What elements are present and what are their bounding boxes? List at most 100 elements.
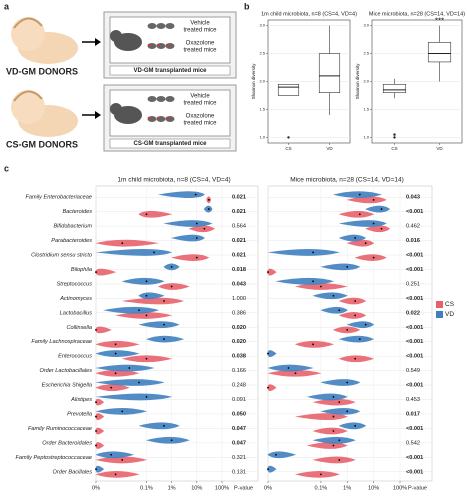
baby-head: [11, 17, 45, 51]
p-value: 0.021: [232, 195, 246, 201]
x-tick-label: 100%: [393, 485, 407, 491]
x-tick-label: 100%: [215, 485, 229, 491]
median-dot: [338, 459, 341, 461]
p-value: <0.001: [406, 354, 423, 360]
p-value: 0.453: [406, 397, 420, 403]
median-dot: [332, 430, 335, 432]
violin: [312, 398, 356, 406]
median-dot: [364, 242, 367, 245]
median-dot: [338, 309, 341, 312]
median-dot: [163, 424, 165, 427]
violin: [95, 249, 173, 256]
category-label: Streptococcus: [57, 281, 93, 287]
violin: [365, 225, 391, 233]
mouse: [156, 96, 166, 102]
p-value: 0.462: [406, 224, 420, 230]
p-value: <0.001: [406, 296, 423, 302]
p-value: 0.016: [406, 238, 420, 244]
violin: [145, 436, 190, 444]
median-dot: [372, 222, 375, 225]
x-tick-label: CS: [285, 146, 291, 151]
median-dot: [267, 468, 269, 471]
violin: [95, 384, 130, 392]
treatment-label: Oxazolone: [186, 114, 215, 120]
x-tick-label: 1%: [168, 485, 176, 491]
x-tick-label: 0%: [92, 485, 100, 491]
violin: [95, 326, 112, 334]
median-dot: [194, 193, 197, 196]
mark: [147, 43, 151, 47]
category-label: Order Bacillales: [53, 469, 93, 475]
median-dot: [346, 381, 349, 384]
arrow-head: [95, 38, 101, 46]
x-tick-label: 0.1%: [315, 485, 328, 491]
x-tick-label: 10%: [368, 485, 379, 491]
median-dot: [267, 386, 269, 389]
y-tick-label: 2.0: [259, 79, 265, 84]
median-dot: [145, 280, 148, 283]
x-tick-label: CS: [391, 146, 397, 151]
median-dot: [267, 352, 269, 355]
median-dot: [312, 280, 314, 283]
x-tick-label: 0%: [264, 485, 272, 491]
violin: [312, 292, 348, 300]
p-value: 0.043: [406, 195, 420, 201]
violin: [320, 306, 348, 314]
median-dot: [354, 300, 357, 302]
median-dot: [170, 439, 173, 442]
p-value: 0.251: [406, 281, 420, 287]
treatment-label: treated mice: [183, 28, 217, 34]
category-label: Family Enterobacteriaceae: [25, 195, 92, 201]
violin: [95, 442, 105, 449]
p-value: 0.542: [406, 440, 420, 446]
violin: [267, 465, 277, 473]
median-dot: [145, 213, 148, 216]
violin: [320, 407, 361, 415]
violin: [346, 321, 375, 329]
donor-label: CS-GM DONORS: [6, 139, 78, 149]
box: [277, 83, 300, 96]
median-dot: [95, 271, 97, 273]
p-value: 0.166: [232, 368, 246, 374]
median-dot: [138, 381, 140, 384]
mouse: [147, 96, 157, 102]
median-dot: [95, 468, 97, 471]
violin: [338, 210, 375, 218]
legend-label: CS: [445, 301, 455, 308]
median-dot: [121, 459, 124, 461]
median-dot: [153, 251, 155, 254]
median-dot: [346, 265, 349, 268]
mark: [156, 43, 160, 47]
median-dot: [332, 396, 335, 398]
box: [382, 83, 407, 93]
legend-swatch: [436, 301, 443, 308]
violin: [138, 210, 173, 218]
mouse: [156, 23, 166, 29]
significance: ***: [435, 17, 444, 26]
violin: [95, 465, 105, 473]
recipient-strip: [109, 65, 231, 76]
median-dot: [138, 309, 140, 312]
violin: [138, 422, 180, 430]
violin: [338, 234, 367, 242]
facet-strip: [372, 9, 462, 19]
violin: [312, 427, 348, 435]
median-dot: [354, 357, 357, 360]
category-label: Bacteroides: [62, 209, 92, 215]
median-dot: [110, 453, 113, 456]
y-tick-label: 1.0: [259, 134, 265, 139]
x-tick-label: VD: [436, 146, 443, 151]
median-dot: [121, 242, 124, 245]
treatment-label: Oxazolone: [186, 41, 215, 47]
median-dot: [354, 424, 357, 427]
p-value: 0.017: [406, 411, 420, 417]
median-dot: [380, 227, 383, 230]
median-dot: [312, 343, 314, 346]
violin: [95, 427, 105, 435]
median-dot: [163, 323, 165, 326]
violin: [338, 335, 375, 343]
treatment-label: treated mice: [183, 101, 217, 107]
treatment-label: Vehicle: [190, 21, 210, 27]
y-tick-label: 1.0: [363, 134, 369, 139]
violin: [115, 312, 173, 319]
